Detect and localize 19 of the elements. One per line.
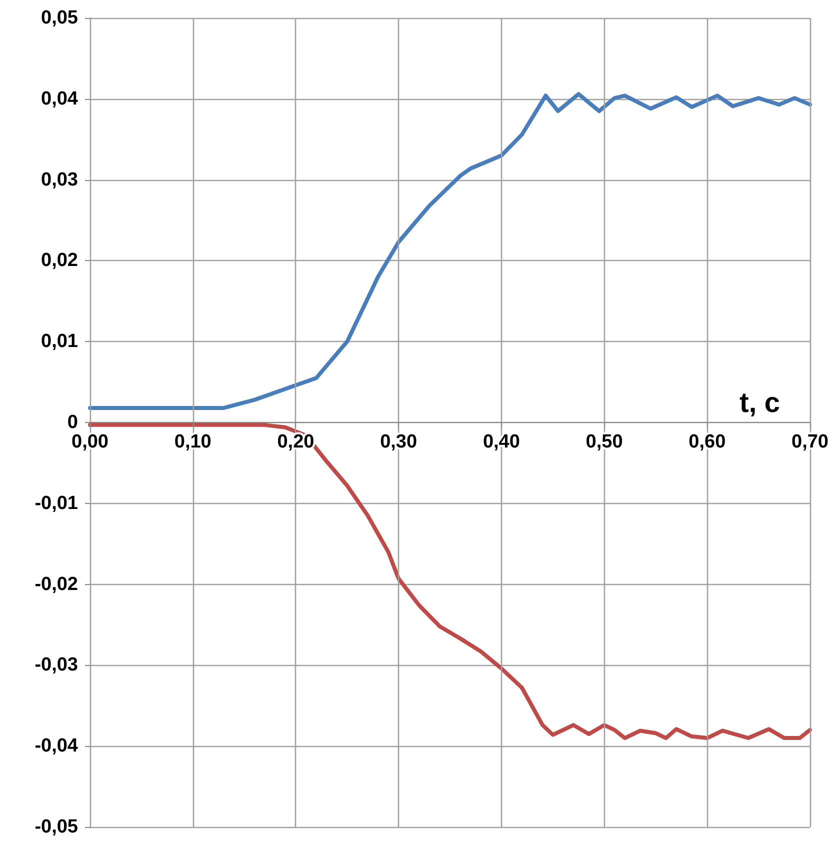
x-tick-label: 0,60 <box>688 432 726 452</box>
y-tick-label: -0,03 <box>34 654 78 676</box>
x-tick-label: 0,40 <box>482 432 520 452</box>
x-tick-label: 0,00 <box>72 432 108 452</box>
y-tick-label: 0,01 <box>41 331 78 352</box>
x-tick-label: 0,10 <box>174 432 212 452</box>
y-tick-label: -0,02 <box>34 574 78 595</box>
x-tick-label: 0,30 <box>380 432 418 452</box>
y-tick-label: -0,05 <box>34 816 78 838</box>
y-tick-label: 0 <box>67 412 78 433</box>
y-tick-label: -0,01 <box>34 492 78 514</box>
x-tick-label: 0,50 <box>586 432 623 452</box>
y-tick-label: 0,03 <box>41 169 78 190</box>
x-axis-title: t, c <box>740 387 780 418</box>
y-tick-label: -0,04 <box>34 736 78 757</box>
y-tick-label: 0,04 <box>41 88 78 110</box>
x-tick-label: 0,70 <box>792 432 828 452</box>
y-tick-label: 0,02 <box>41 250 78 272</box>
y-tick-label: 0,05 <box>41 8 78 28</box>
